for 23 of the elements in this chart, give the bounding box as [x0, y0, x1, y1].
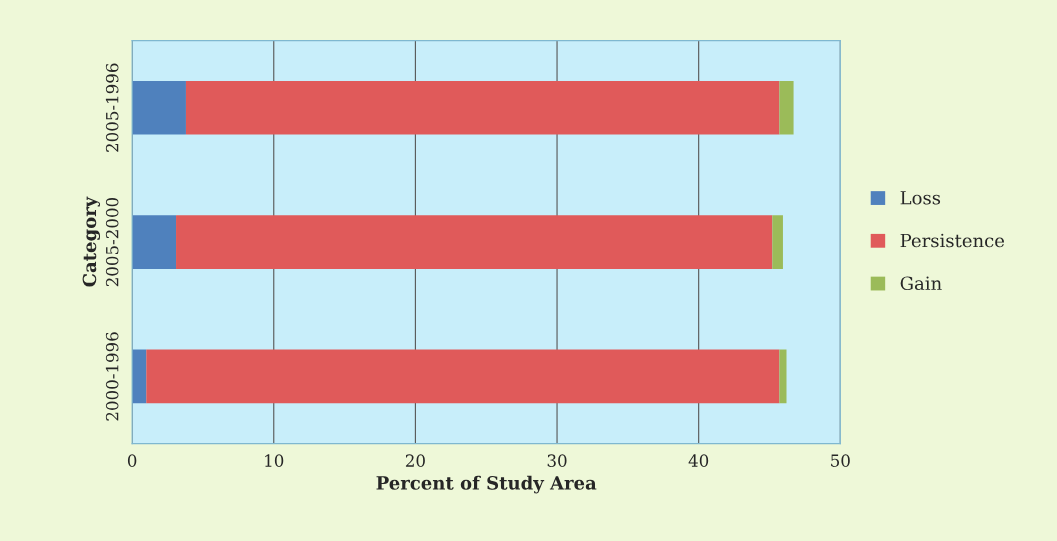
- bar: [176, 215, 773, 269]
- bar: [185, 80, 780, 135]
- legend-label: Loss: [900, 191, 941, 205]
- x-tick-label: 20: [405, 454, 425, 467]
- bar: [779, 349, 787, 404]
- y-tick-label: 2005-2000: [105, 197, 119, 287]
- y-tick-label: 2005-1996: [105, 63, 119, 152]
- bar: [132, 215, 177, 269]
- x-tick-label: 40: [688, 454, 709, 467]
- bar: [132, 80, 186, 135]
- x-tick-label: 10: [265, 454, 284, 467]
- y-tick-label: 2000-1996: [105, 332, 119, 421]
- bar: [772, 215, 783, 269]
- x-tick-label: 50: [831, 454, 850, 467]
- legend-label: Persistence: [900, 233, 1005, 248]
- bar: [132, 349, 147, 404]
- x-tick-label: 30: [547, 454, 567, 467]
- y-axis-title: Category: [82, 196, 101, 287]
- x-axis-title: Percent of Study Area: [376, 475, 597, 494]
- legend-label: Gain: [900, 276, 942, 291]
- bar: [779, 80, 794, 135]
- bar: [146, 349, 780, 404]
- x-tick-label: 0: [127, 454, 137, 467]
